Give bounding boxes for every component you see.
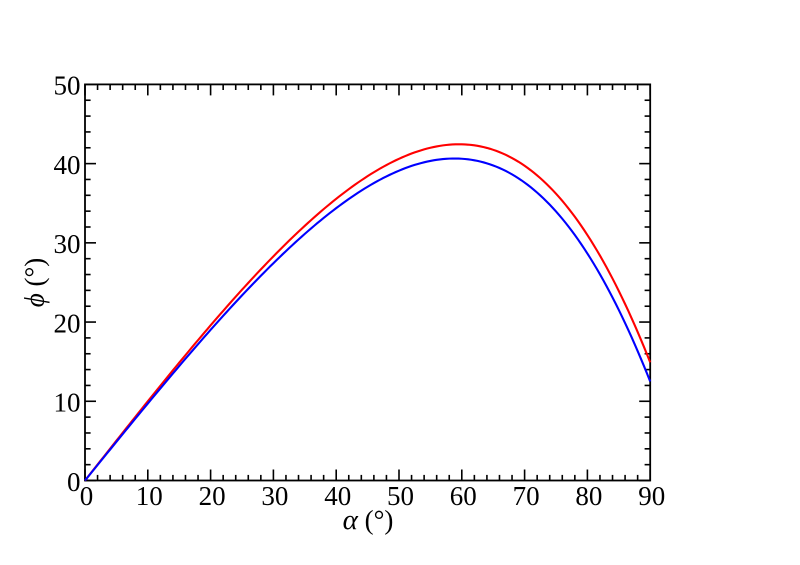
svg-text:20: 20 (54, 308, 81, 338)
svg-text:10: 10 (54, 388, 81, 418)
svg-text:90: 90 (638, 481, 665, 511)
svg-text:40: 40 (54, 150, 81, 180)
svg-text:30: 30 (261, 481, 288, 511)
svg-text:50: 50 (54, 71, 81, 101)
svg-text:70: 70 (513, 481, 540, 511)
svg-text:50: 50 (387, 481, 414, 511)
svg-text:30: 30 (54, 229, 81, 259)
svg-text:80: 80 (575, 481, 602, 511)
svg-text:60: 60 (450, 481, 477, 511)
svg-text:20: 20 (199, 481, 226, 511)
svg-text:α (°): α (°) (343, 504, 394, 536)
svg-text:10: 10 (136, 481, 163, 511)
svg-text:0: 0 (67, 467, 81, 497)
svg-text:0: 0 (80, 481, 94, 511)
svg-text:40: 40 (324, 481, 351, 511)
svg-text:ϕ (°): ϕ (°) (20, 258, 50, 308)
